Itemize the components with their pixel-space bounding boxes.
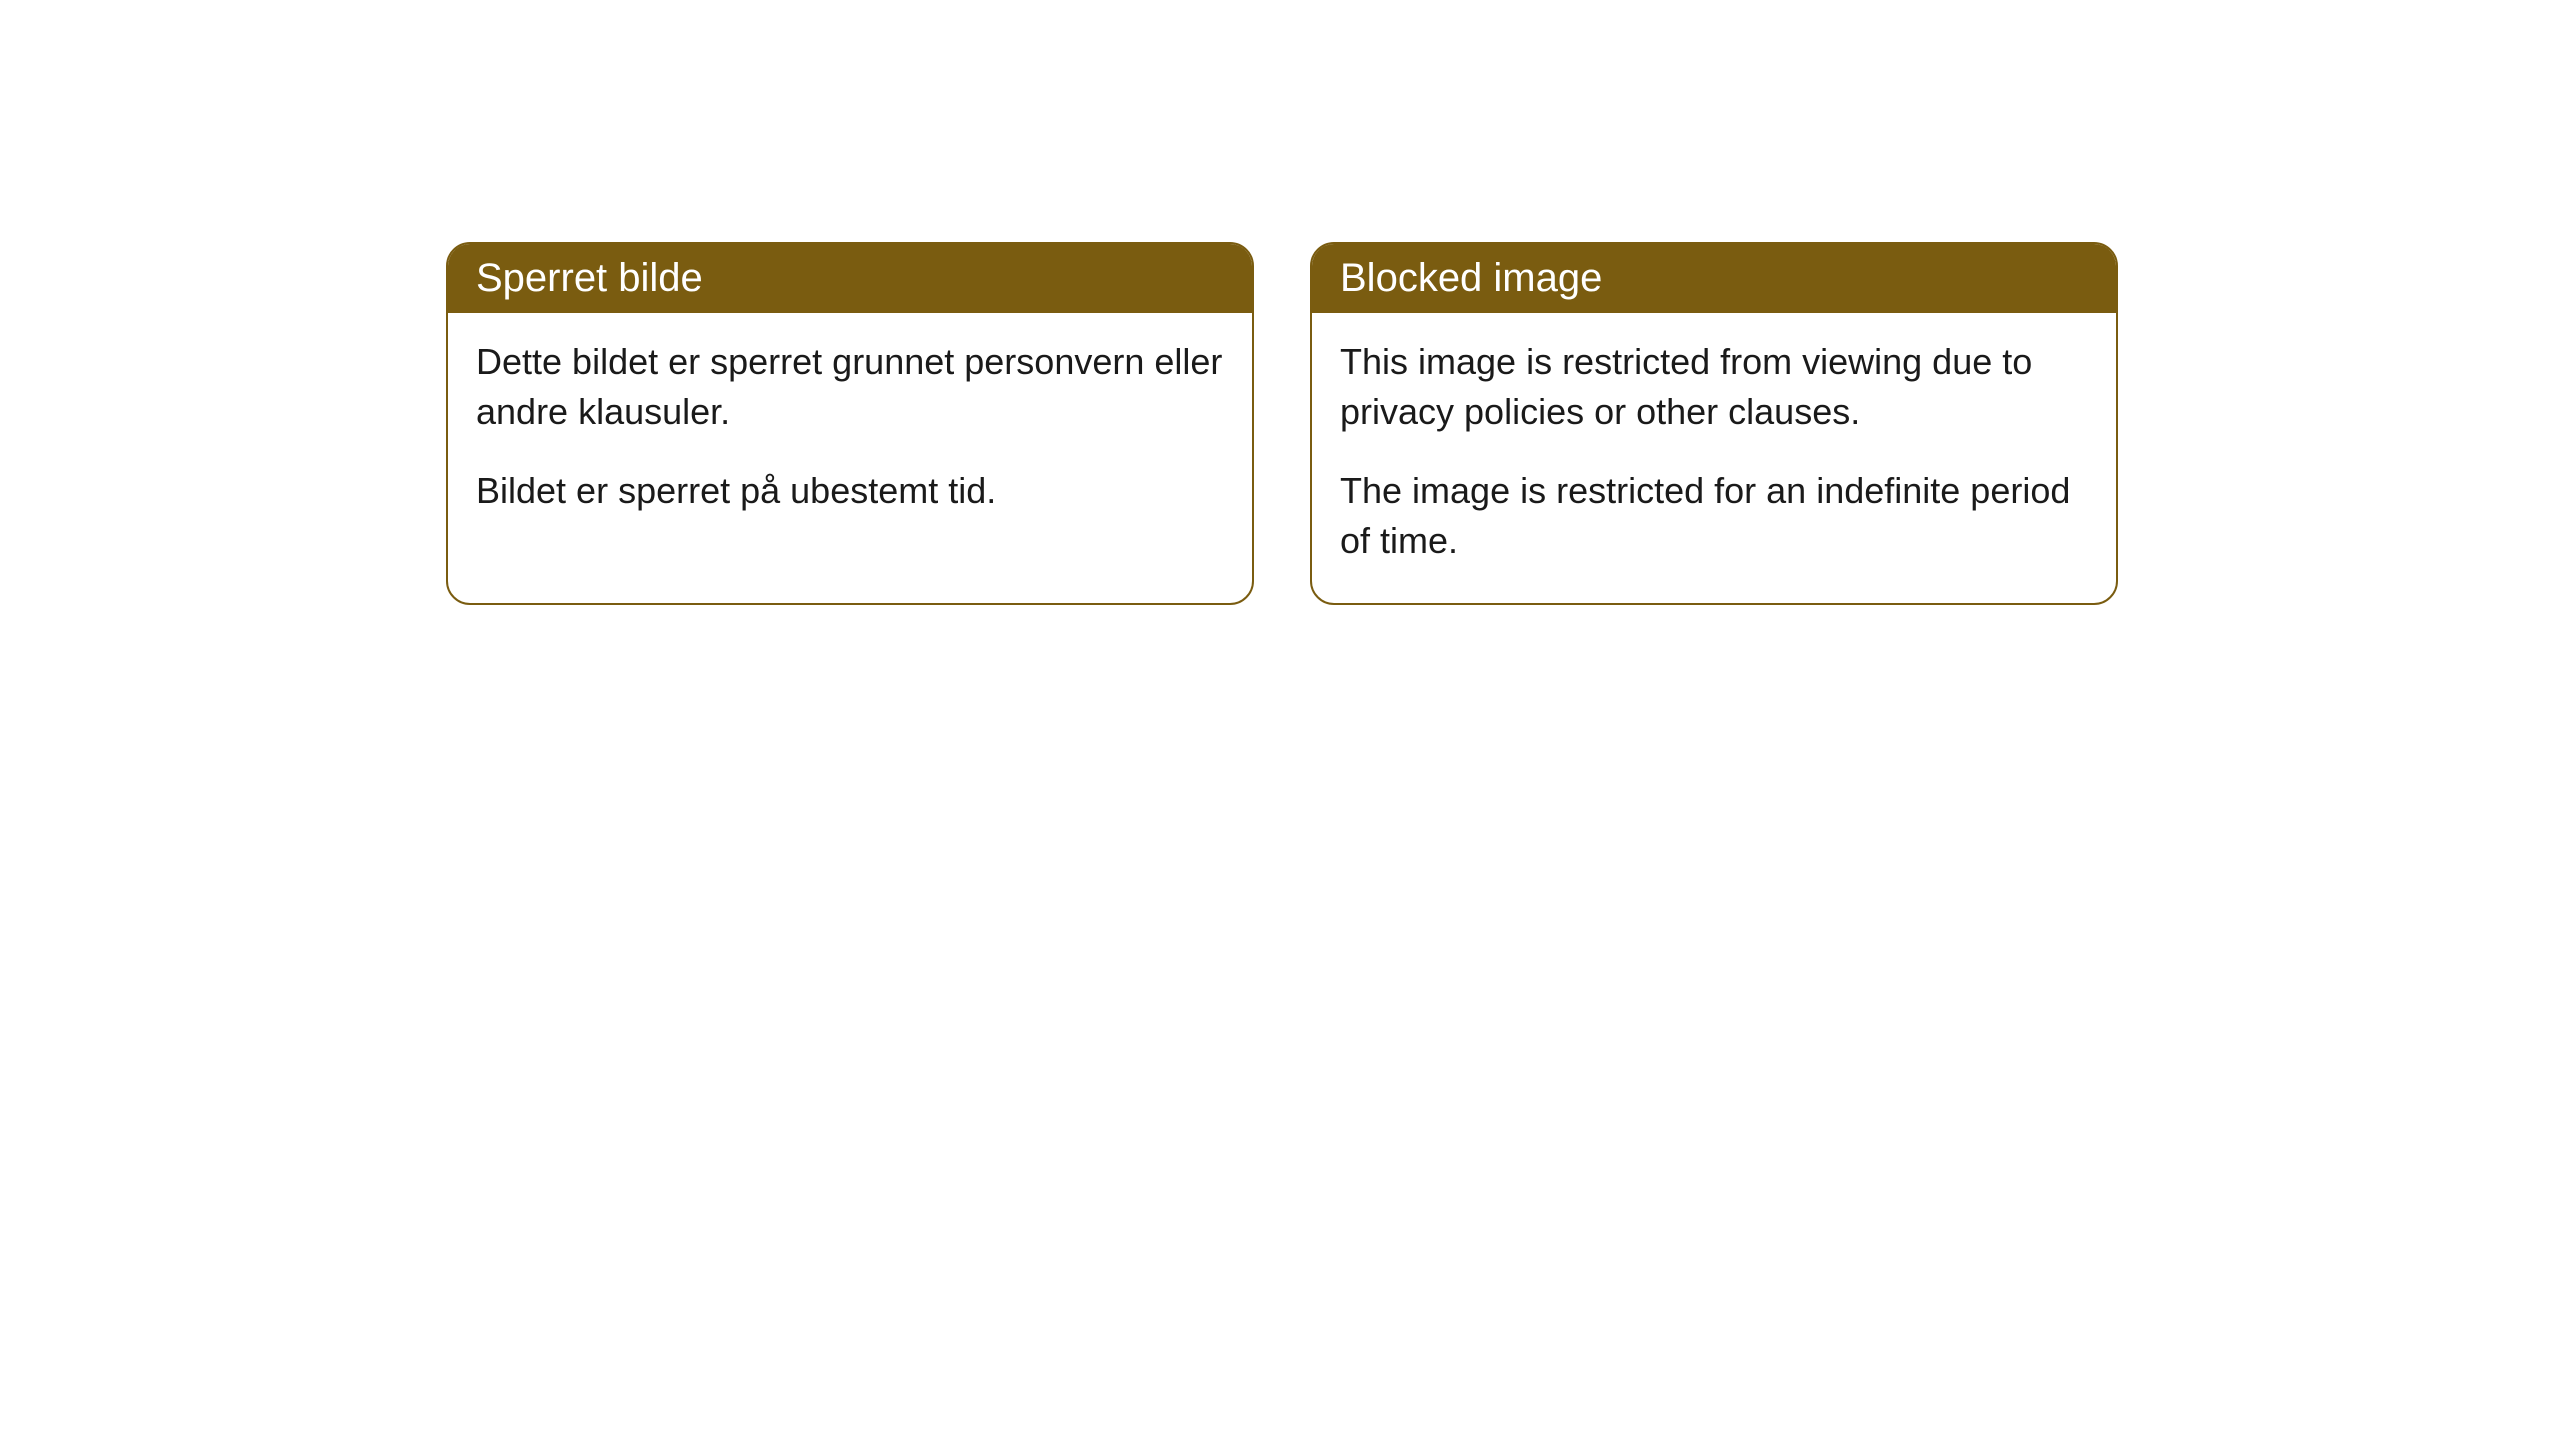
card-body: This image is restricted from viewing du… [1312,313,2116,603]
card-body: Dette bildet er sperret grunnet personve… [448,313,1252,552]
card-header: Sperret bilde [448,244,1252,313]
card-paragraph-1: This image is restricted from viewing du… [1340,337,2088,438]
blocked-image-card-norwegian: Sperret bilde Dette bildet er sperret gr… [446,242,1254,605]
card-header: Blocked image [1312,244,2116,313]
blocked-image-card-english: Blocked image This image is restricted f… [1310,242,2118,605]
card-paragraph-1: Dette bildet er sperret grunnet personve… [476,337,1224,438]
card-paragraph-2: Bildet er sperret på ubestemt tid. [476,466,1224,516]
cards-container: Sperret bilde Dette bildet er sperret gr… [0,0,2560,605]
card-paragraph-2: The image is restricted for an indefinit… [1340,466,2088,567]
